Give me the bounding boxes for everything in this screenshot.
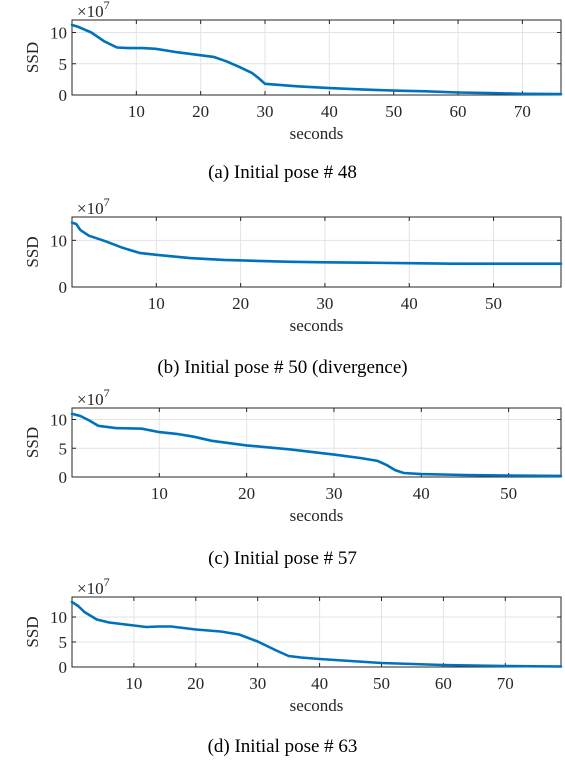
y-exponent-label: ×107 xyxy=(77,195,110,218)
x-tick-label: 20 xyxy=(187,674,204,693)
y-exponent-label: ×107 xyxy=(77,386,110,409)
chart-panel-4: 10 20 30 40 50 60 70 0 5 10 ×107 SSD seconds xyxy=(23,575,563,715)
x-tick-label: 20 xyxy=(232,294,249,313)
x-tick-label: 50 xyxy=(485,294,502,313)
x-tick-label: 30 xyxy=(257,102,274,121)
x-tick-label: 60 xyxy=(435,674,452,693)
y-tick-label: 10 xyxy=(50,231,67,250)
y-tick-label: 0 xyxy=(59,86,68,105)
chart-panel-1: 10 20 30 40 50 60 70 0 5 10 ×107 SSD seconds xyxy=(23,0,563,143)
x-tick-label: 20 xyxy=(238,484,255,503)
axes-box xyxy=(71,596,562,668)
x-tick-label: 30 xyxy=(249,674,266,693)
x-tick-label: 60 xyxy=(450,102,467,121)
x-tick-label: 10 xyxy=(125,674,142,693)
y-axis-label: SSD xyxy=(23,427,42,458)
x-tick-label: 40 xyxy=(321,102,338,121)
x-axis-label: seconds xyxy=(290,124,344,143)
x-tick-label: 40 xyxy=(401,294,418,313)
x-axis-label: seconds xyxy=(290,506,344,525)
x-tick-label: 50 xyxy=(385,102,402,121)
y-tick-label: 5 xyxy=(59,633,68,652)
y-tick-label: 10 xyxy=(50,411,67,430)
x-tick-label: 10 xyxy=(128,102,145,121)
x-tick-label: 70 xyxy=(497,674,514,693)
x-tick-label: 10 xyxy=(151,484,168,503)
x-tick-label: 30 xyxy=(316,294,333,313)
caption-c: (c) Initial pose # 57 xyxy=(208,548,357,569)
y-tick-label: 0 xyxy=(59,658,68,677)
y-exponent-label: ×107 xyxy=(77,575,110,598)
series-line xyxy=(70,600,563,668)
caption-b: (b) Initial pose # 50 (divergence) xyxy=(157,357,408,378)
y-axis-label: SSD xyxy=(23,42,42,73)
x-tick-label: 30 xyxy=(325,484,342,503)
y-tick-label: 0 xyxy=(59,278,68,297)
y-axis-label: SSD xyxy=(23,616,42,647)
series-line xyxy=(70,221,563,266)
x-tick-label: 40 xyxy=(413,484,430,503)
x-tick-label: 40 xyxy=(311,674,328,693)
x-axis-label: seconds xyxy=(290,696,344,715)
chart-panel-3: 10 20 30 40 50 0 5 10 ×107 SSD seconds xyxy=(23,386,563,525)
x-tick-label: 70 xyxy=(514,102,531,121)
caption-a: (a) Initial pose # 48 xyxy=(208,162,357,183)
series-line xyxy=(70,23,563,96)
axes-box xyxy=(71,216,562,288)
caption-d: (d) Initial pose # 63 xyxy=(207,736,358,757)
series-line xyxy=(70,412,563,478)
axes-box xyxy=(71,407,562,478)
y-exponent-label: ×107 xyxy=(77,0,110,21)
x-axis-label: seconds xyxy=(290,316,344,335)
y-tick-label: 0 xyxy=(59,468,68,487)
chart-panel-2: 10 20 30 40 50 0 10 ×107 SSD seconds xyxy=(23,195,563,335)
y-tick-label: 10 xyxy=(50,608,67,627)
x-tick-label: 50 xyxy=(373,674,390,693)
y-tick-label: 10 xyxy=(50,24,67,43)
axes-box xyxy=(71,19,562,96)
x-tick-label: 10 xyxy=(148,294,165,313)
y-axis-label: SSD xyxy=(23,236,42,267)
x-tick-label: 50 xyxy=(500,484,517,503)
x-tick-label: 20 xyxy=(192,102,209,121)
y-tick-label: 5 xyxy=(59,439,68,458)
y-tick-label: 5 xyxy=(59,55,68,74)
